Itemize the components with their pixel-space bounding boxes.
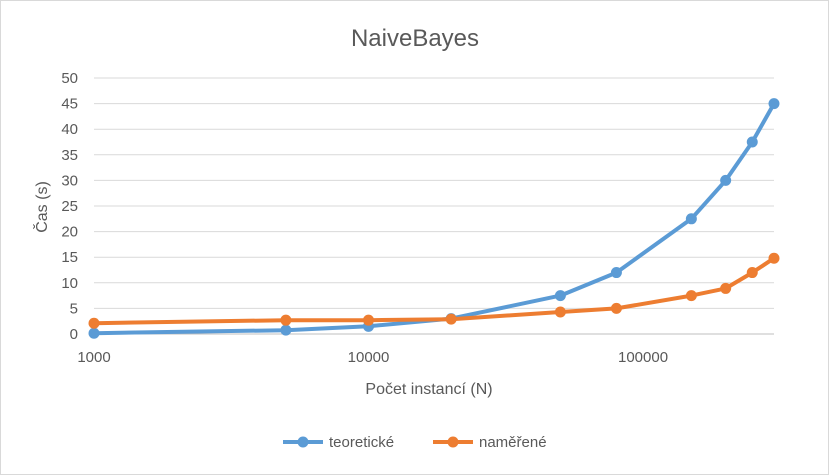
legend-label: naměřené	[479, 434, 547, 451]
y-tick-label: 25	[61, 198, 78, 215]
data-point	[685, 213, 697, 225]
legend-item-2: naměřené	[433, 434, 547, 451]
y-tick-label: 10	[61, 275, 78, 292]
data-point	[768, 252, 780, 264]
y-tick-label: 5	[70, 300, 78, 317]
x-tick-label: 1000	[77, 349, 110, 366]
series-line	[92, 256, 776, 326]
data-point	[88, 327, 100, 339]
data-point	[554, 290, 566, 302]
x-axis-title: Počet instancí (N)	[365, 381, 492, 398]
data-point	[768, 98, 780, 110]
legend-label: teoretické	[329, 434, 394, 451]
data-point	[445, 313, 457, 325]
data-point	[280, 314, 292, 326]
y-tick-label: 20	[61, 224, 78, 241]
x-tick-labels: 1000 10000 100000	[77, 349, 668, 366]
x-tick-label: 100000	[618, 349, 668, 366]
data-point	[685, 290, 697, 302]
data-point	[720, 174, 732, 186]
y-tick-labels: 0 5 10 15 20 25 30 35 40 45 50	[61, 70, 78, 343]
data-point	[554, 306, 566, 318]
data-point	[746, 136, 758, 148]
data-point	[610, 267, 622, 279]
chart-title: NaiveBayes	[351, 25, 479, 52]
data-point	[746, 267, 758, 279]
series-2	[88, 252, 780, 329]
y-tick-label: 15	[61, 249, 78, 266]
y-tick-label: 35	[61, 147, 78, 164]
y-tick-label: 50	[61, 70, 78, 87]
y-axis-title: Čas (s)	[32, 181, 51, 233]
legend-item-1: teoretické	[283, 434, 394, 451]
y-tick-label: 0	[70, 326, 78, 343]
legend-swatch-marker	[297, 436, 309, 448]
gridlines	[94, 77, 774, 335]
x-tick-label: 10000	[348, 349, 390, 366]
series-group	[88, 98, 780, 339]
series-line	[92, 101, 776, 336]
data-point	[720, 282, 732, 294]
data-point	[280, 324, 292, 336]
legend-swatch-marker	[447, 436, 459, 448]
legend: teoretické naměřené	[283, 434, 547, 451]
data-point	[363, 314, 375, 326]
data-point	[88, 317, 100, 329]
data-point	[610, 302, 622, 314]
y-tick-label: 30	[61, 172, 78, 189]
y-tick-label: 40	[61, 121, 78, 138]
y-tick-label: 45	[61, 96, 78, 113]
series-1	[88, 98, 780, 339]
